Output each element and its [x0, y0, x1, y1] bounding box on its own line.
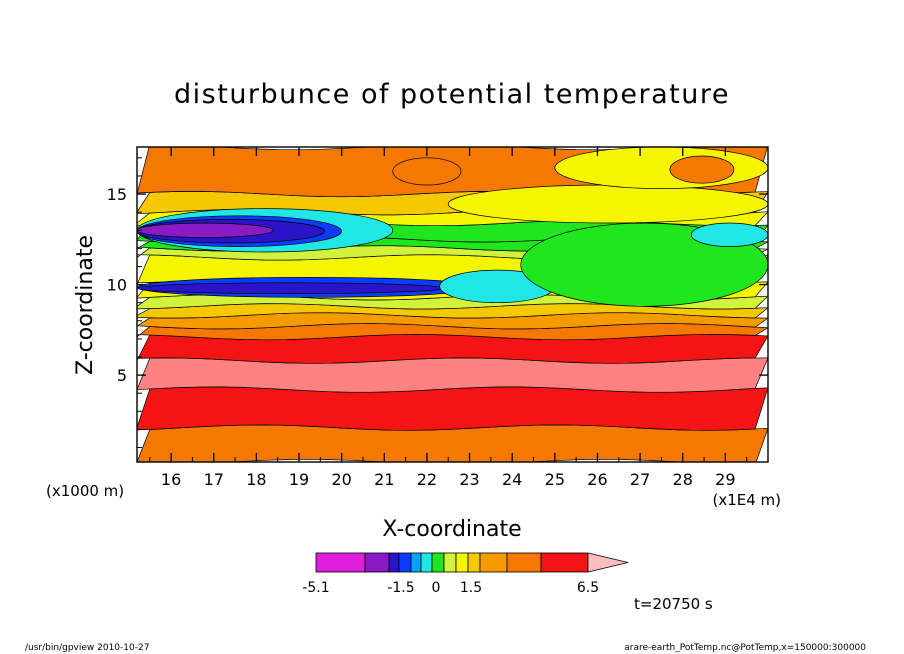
y-tick-label-0: 5 — [117, 366, 127, 385]
x-unit-note: (x1E4 m) — [712, 491, 781, 509]
contour-orange-eye-2 — [669, 155, 735, 184]
contour-low-band-1-core — [137, 282, 445, 294]
colorbar-cell-0 — [315, 552, 366, 573]
colorbar-cell-11 — [506, 552, 542, 573]
colorbar-cell-1 — [364, 552, 390, 573]
y-axis-label: Z-coordinate — [73, 235, 98, 375]
plot-area — [137, 147, 768, 462]
x-tick-label-7: 23 — [459, 470, 479, 489]
colorbar-cell-10 — [479, 552, 508, 573]
colorbar-cell-12 — [540, 552, 589, 573]
contour-band-1 — [137, 386, 768, 431]
contour-band-2 — [137, 357, 768, 393]
colorbar-cell-9 — [467, 552, 481, 573]
plot-frame — [136, 146, 769, 463]
x-tick-label-6: 22 — [417, 470, 437, 489]
x-tick-label-1: 17 — [204, 470, 224, 489]
x-tick-label-13: 29 — [715, 470, 735, 489]
x-tick-label-9: 25 — [545, 470, 565, 489]
x-tick-label-0: 16 — [161, 470, 181, 489]
colorbar-label-4: 6.5 — [577, 580, 599, 596]
colorbar: -5.1 -1.5 0 1.5 6.5 — [302, 552, 629, 596]
colorbar-cell-8 — [455, 552, 469, 573]
x-tick-label-12: 28 — [673, 470, 693, 489]
contour-band-0 — [137, 424, 768, 462]
footer-right: arare-earth_PotTemp.nc@PotTemp,x=150000:… — [624, 643, 866, 653]
x-axis-label: X-coordinate — [382, 517, 521, 542]
colorbar-label-2: 0 — [432, 580, 441, 596]
x-tick-label-5: 21 — [374, 470, 394, 489]
y-unit-note: (x1000 m) — [46, 482, 124, 500]
x-tick-label-8: 24 — [502, 470, 522, 489]
colorbar-label-1: -1.5 — [387, 580, 414, 596]
contour-purple-core-2 — [137, 222, 274, 238]
y-tick-label-1: 10 — [107, 276, 127, 295]
contour-upper-yellow — [554, 147, 768, 189]
colorbar-cell-6 — [431, 552, 445, 573]
time-label: t=20750 s — [634, 595, 713, 613]
x-tick-label-3: 19 — [289, 470, 309, 489]
x-axis-ticks: 16 17 18 19 20 21 22 23 24 25 26 27 28 29 — [149, 147, 748, 489]
colorbar-label-3: 1.5 — [460, 580, 482, 596]
x-tick-label-4: 20 — [331, 470, 351, 489]
footer-left: /usr/bin/gpview 2010-10-27 — [25, 643, 149, 653]
x-tick-label-10: 26 — [587, 470, 607, 489]
chart-title: disturbunce of potential temperature — [174, 79, 730, 110]
contour-orange-eye-1 — [392, 157, 462, 186]
colorbar-cell-2 — [388, 552, 400, 573]
colorbar-cell-5 — [420, 552, 433, 573]
y-tick-label-2: 15 — [107, 185, 127, 204]
y-axis-ticks: 5 10 15 — [107, 157, 768, 449]
colorbar-arrow — [587, 552, 629, 573]
x-tick-label-2: 18 — [246, 470, 266, 489]
x-tick-label-11: 27 — [630, 470, 650, 489]
contour-yellow-east — [447, 184, 768, 224]
contour-cyan-blob-3 — [690, 222, 768, 247]
colorbar-cell-7 — [443, 552, 457, 573]
colorbar-cell-4 — [410, 552, 422, 573]
colorbar-label-0: -5.1 — [302, 580, 329, 596]
colorbar-cell-3 — [398, 552, 412, 573]
